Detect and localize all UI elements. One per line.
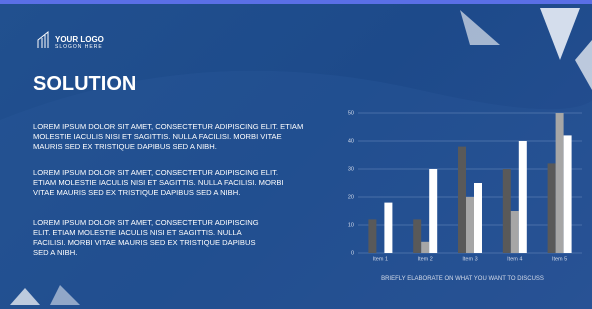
bar <box>503 169 511 253</box>
x-tick-label: Item 2 <box>418 256 433 262</box>
logo-slogan: SLOGON HERE <box>55 44 103 50</box>
y-tick-label: 30 <box>348 166 354 172</box>
shape <box>575 40 592 90</box>
bar <box>421 242 429 253</box>
bar <box>519 141 527 253</box>
title: SOLUTION <box>33 73 136 96</box>
bar <box>548 163 556 253</box>
shape <box>460 10 500 45</box>
paragraph: LOREM IPSUM DOLOR SIT AMET, CONSECTETUR … <box>33 168 301 198</box>
bar <box>384 203 392 253</box>
y-tick-label: 50 <box>348 110 354 116</box>
bar <box>368 219 376 253</box>
bar <box>511 211 519 253</box>
x-tick-label: Item 4 <box>507 256 522 262</box>
bar <box>413 219 421 253</box>
bar <box>564 135 572 253</box>
bar <box>466 197 474 253</box>
shape <box>540 8 580 60</box>
x-tick-label: Item 3 <box>462 256 477 262</box>
bar <box>556 113 564 253</box>
y-tick-label: 40 <box>348 138 354 144</box>
logo-name: YOUR LOGO <box>55 35 104 44</box>
logo-icon <box>38 32 48 48</box>
top-bar <box>0 0 592 4</box>
bar <box>458 147 466 253</box>
bar <box>474 183 482 253</box>
x-tick-label: Item 5 <box>552 256 567 262</box>
paragraph: LOREM IPSUM DOLOR SIT AMET, CONSECTETUR … <box>33 218 273 258</box>
y-tick-label: 0 <box>351 250 354 256</box>
paragraph: LOREM IPSUM DOLOR SIT AMET, CONSECTETUR … <box>33 122 311 152</box>
y-tick-label: 20 <box>348 194 354 200</box>
slide: 0 10 20 30 40 50 Item 1 Item 2 Item 3 Item 4 Item … <box>0 0 592 309</box>
x-tick-label: Item 1 <box>373 256 388 262</box>
bar <box>429 169 437 253</box>
y-tick-label: 10 <box>348 222 354 228</box>
chart-caption: BRIEFLY ELABORATE ON WHAT YOU WANT TO DI… <box>345 276 580 282</box>
